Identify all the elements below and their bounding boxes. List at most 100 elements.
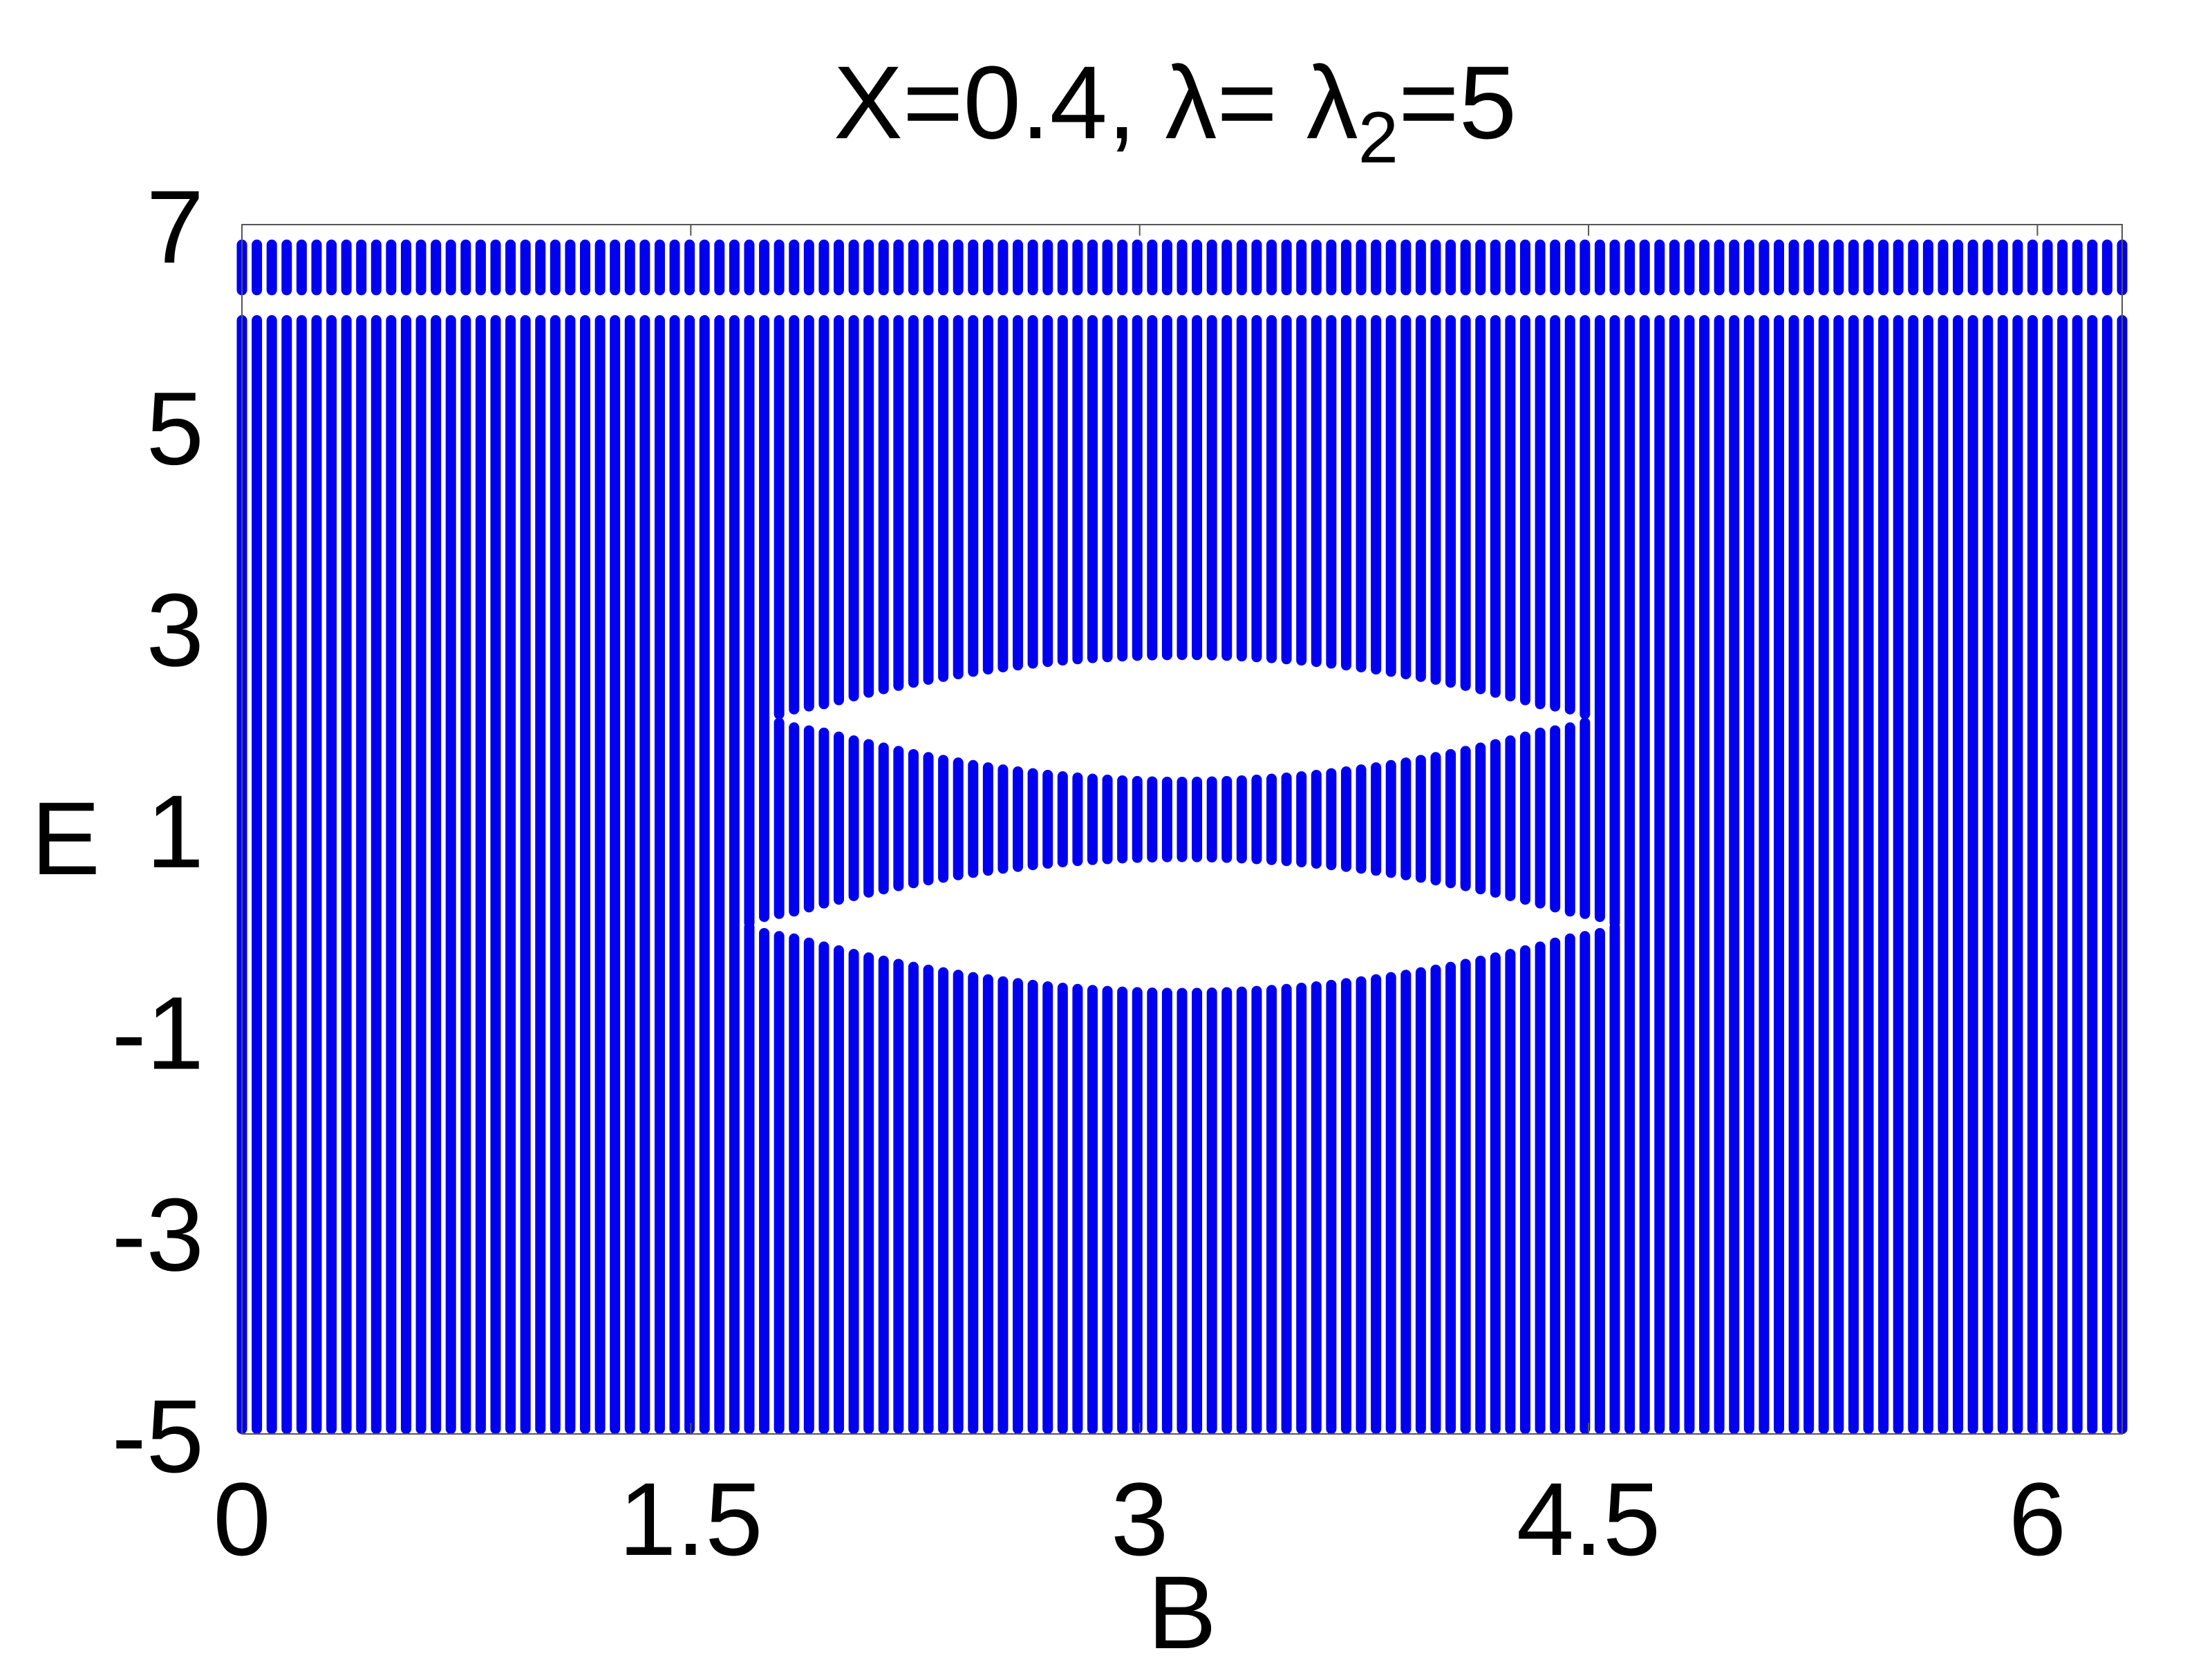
data-point-column <box>1953 315 1964 1435</box>
data-point-column <box>1475 239 1486 296</box>
data-point-column <box>803 937 814 1435</box>
data-point-column <box>1922 239 1933 296</box>
data-point-column <box>1609 315 1620 928</box>
data-point-column <box>386 239 397 296</box>
data-point-column <box>1669 315 1680 1435</box>
data-point-column <box>1311 981 1322 1435</box>
data-point-column <box>1326 768 1337 871</box>
data-point-column <box>1400 757 1412 880</box>
data-point-column <box>1639 315 1650 1435</box>
data-point-column <box>982 315 993 675</box>
data-point-column <box>803 315 814 712</box>
data-point-column <box>684 315 695 1435</box>
data-point-column <box>1042 981 1053 1435</box>
data-point-column <box>1654 239 1665 296</box>
data-point-column <box>1908 315 1919 1435</box>
data-point-column <box>1281 772 1292 867</box>
data-point-column <box>1221 315 1232 661</box>
data-point-column <box>296 239 307 296</box>
data-point-column <box>266 239 277 296</box>
data-point-column <box>1609 922 1620 1435</box>
data-point-column <box>535 239 546 296</box>
data-point-column <box>1505 949 1516 1435</box>
data-point-column <box>1042 769 1053 869</box>
data-point-column <box>1818 239 1829 296</box>
data-point-column <box>968 972 979 1435</box>
data-point-column <box>1475 315 1486 695</box>
y-tick-label: -1 <box>112 975 204 1091</box>
data-point-column <box>1057 239 1068 296</box>
data-point-column <box>1117 239 1128 296</box>
data-point-column <box>908 961 919 1435</box>
data-point-column <box>923 315 934 685</box>
data-point-column <box>1967 315 1978 1435</box>
data-point-column <box>863 315 874 698</box>
data-point-column <box>759 239 770 296</box>
data-point-column <box>1132 775 1143 863</box>
data-point-column <box>1296 771 1307 868</box>
data-point-column <box>1535 315 1546 710</box>
data-point-column <box>1803 239 1815 296</box>
data-point-column <box>1356 764 1367 874</box>
data-point-column <box>848 315 859 701</box>
data-point-column <box>953 757 964 880</box>
data-point-column <box>1475 955 1486 1435</box>
data-point-column <box>1192 315 1203 661</box>
y-tick-label: -5 <box>112 1378 204 1494</box>
data-point-column <box>1311 315 1322 668</box>
data-point-column <box>1863 315 1874 1435</box>
data-point-column <box>774 239 785 296</box>
data-point-column <box>460 315 471 1435</box>
data-point-column <box>2101 239 2112 296</box>
data-point-column <box>2042 315 2053 1435</box>
data-point-column <box>1117 986 1128 1435</box>
data-point-column <box>1326 979 1337 1435</box>
data-point-column <box>1013 315 1024 671</box>
data-point-column <box>1430 752 1441 886</box>
data-point-column <box>848 735 859 901</box>
data-point-column <box>341 239 352 296</box>
data-point-column <box>863 739 874 898</box>
data-point-column <box>1385 759 1396 878</box>
data-point-column <box>2042 239 2053 296</box>
data-point-column <box>281 239 292 296</box>
data-point-column <box>908 748 919 889</box>
data-point-column <box>505 239 516 296</box>
data-point-column <box>878 955 889 1435</box>
data-point-column <box>1520 315 1531 706</box>
data-point-column <box>1371 762 1382 876</box>
data-point-column <box>1027 979 1038 1435</box>
data-point-column <box>1445 748 1456 889</box>
data-point-column <box>774 931 785 1435</box>
data-point-column <box>1803 315 1815 1435</box>
data-point-column <box>2012 315 2023 1435</box>
data-point-column <box>1147 988 1158 1435</box>
data-point-column <box>1385 239 1396 296</box>
data-point-column <box>997 315 1009 672</box>
data-point-column <box>565 315 576 1435</box>
data-point-column <box>594 239 606 296</box>
data-point-column <box>1580 931 1591 1435</box>
data-point-column <box>1729 315 1740 1435</box>
data-point-column <box>1296 239 1307 296</box>
data-point-column <box>1161 776 1172 862</box>
data-point-column <box>1445 239 1456 296</box>
data-point-column <box>311 239 322 296</box>
data-point-column <box>1580 717 1591 919</box>
title-subscript: 2 <box>1358 97 1398 178</box>
data-point-column <box>1415 755 1426 883</box>
data-point-column <box>1371 239 1382 296</box>
data-point-column <box>1535 941 1546 1435</box>
data-point-column <box>1773 239 1784 296</box>
data-point-column <box>445 315 456 1435</box>
data-point-column <box>982 762 993 876</box>
data-point-column <box>1669 239 1680 296</box>
data-point-column <box>953 315 964 680</box>
data-point-column <box>580 239 591 296</box>
data-point-column <box>669 239 680 296</box>
data-point-column <box>580 315 591 1435</box>
data-point-column <box>654 239 665 296</box>
data-point-column <box>1759 315 1770 1435</box>
data-point-column <box>759 927 770 1435</box>
